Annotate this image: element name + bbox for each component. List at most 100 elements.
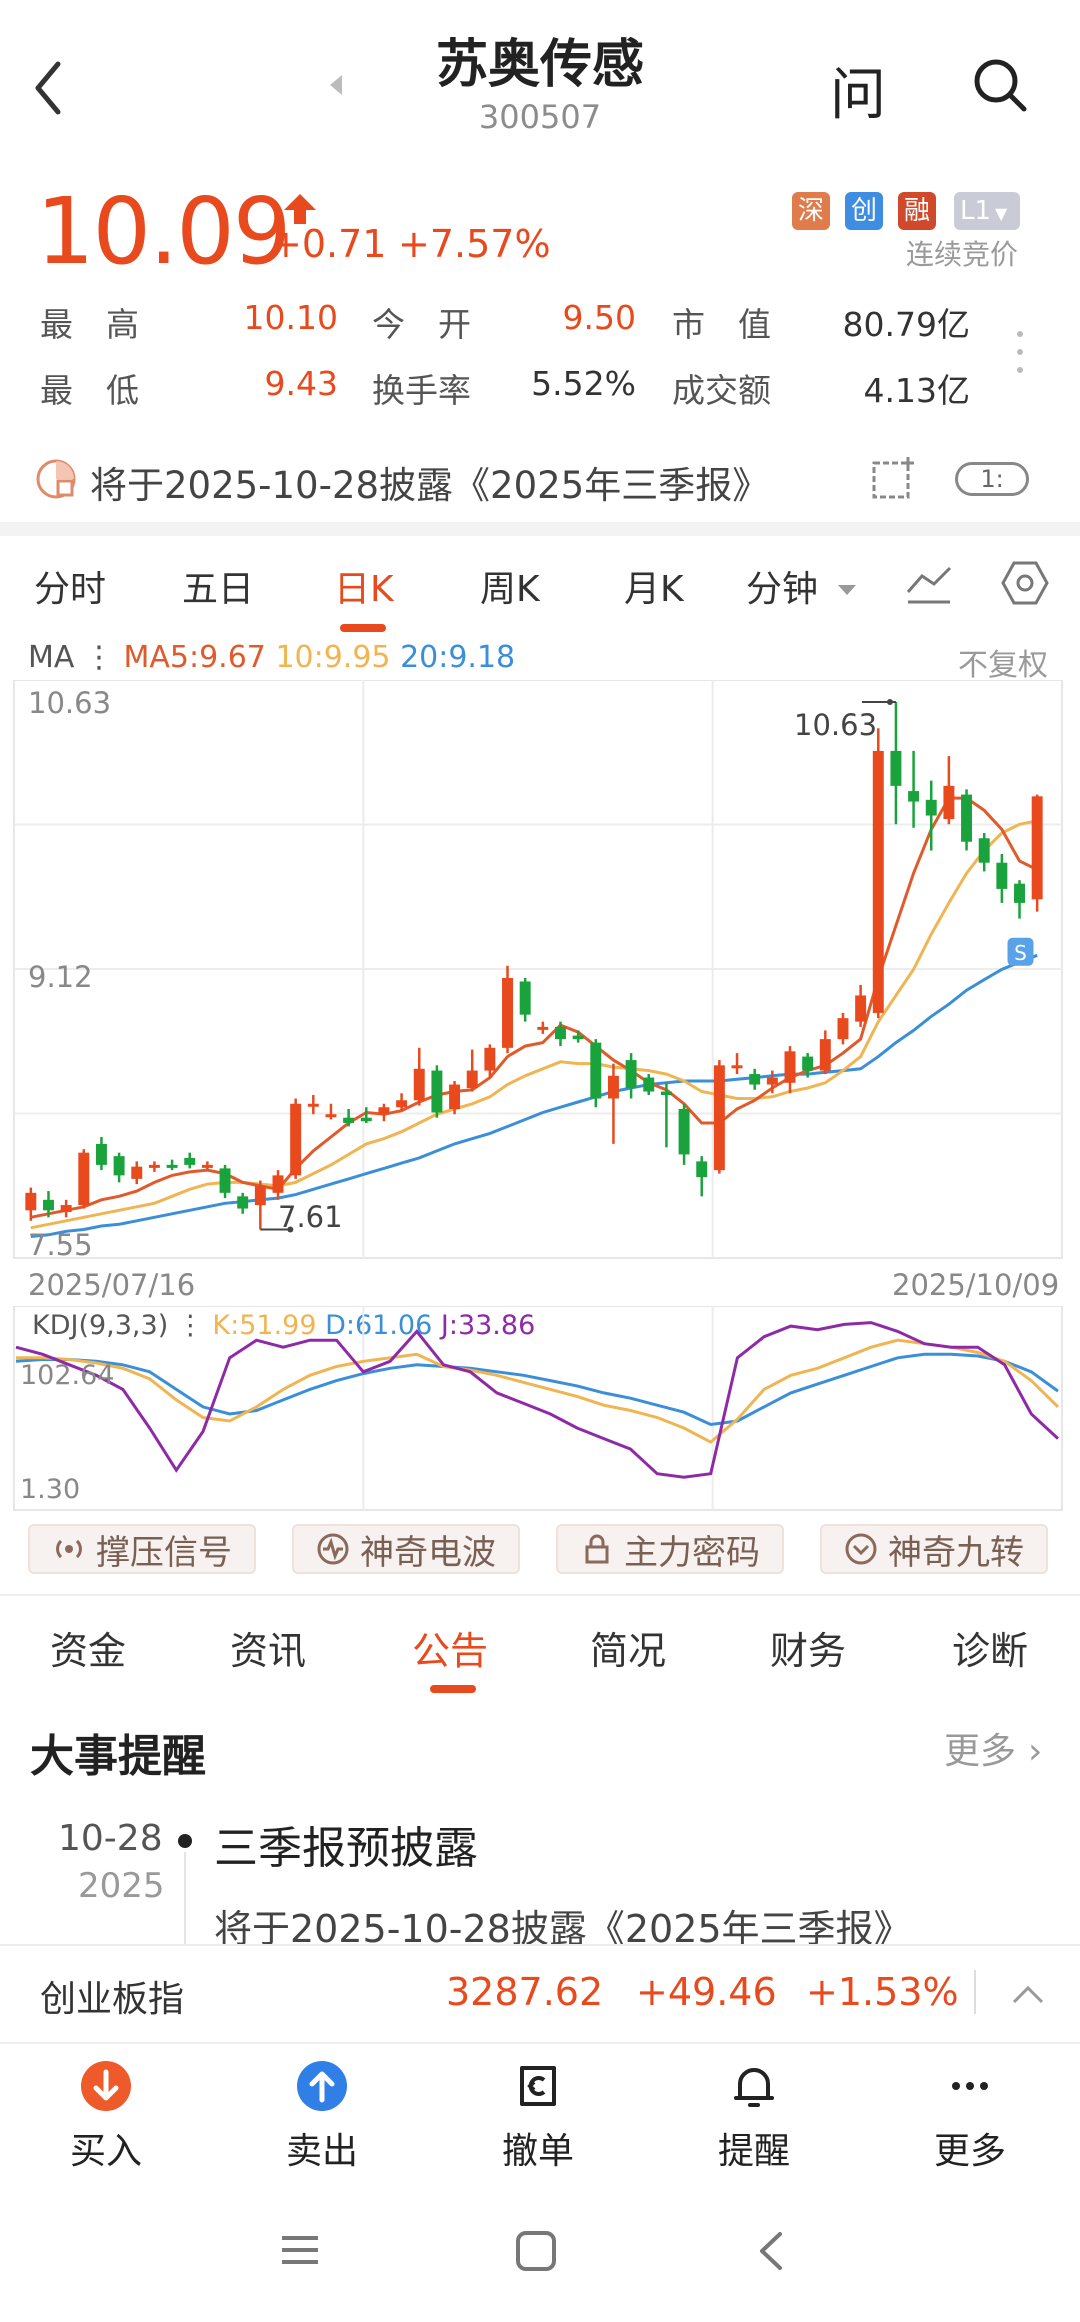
candle-body bbox=[519, 981, 531, 1015]
kdj-k-line bbox=[16, 1338, 1060, 1444]
candle-body bbox=[855, 995, 867, 1022]
tab-announcements[interactable]: 公告 bbox=[412, 1629, 489, 1673]
wave-icon bbox=[317, 1533, 349, 1565]
tab-financials[interactable]: 财务 bbox=[770, 1629, 847, 1673]
buy-icon[interactable] bbox=[80, 2060, 132, 2112]
event-description: 将于2025-10-28披露《2025年三季报》 bbox=[214, 1907, 912, 1951]
buy-button[interactable]: 买入 bbox=[69, 2131, 142, 2172]
magic-nine-button[interactable]: 神奇九转 bbox=[820, 1524, 1048, 1574]
tab-monthly-k[interactable]: 月K bbox=[624, 569, 684, 610]
menu-icon[interactable] bbox=[280, 2230, 320, 2270]
tab-news[interactable]: 资讯 bbox=[230, 1629, 307, 1673]
tab-daily-k[interactable]: 日K bbox=[334, 569, 394, 610]
event-date: 10-28 bbox=[58, 1818, 163, 1859]
auction-status: 连续竞价 bbox=[906, 238, 1019, 271]
ma20-line bbox=[30, 953, 1038, 1238]
y-axis-bottom: 7.55 bbox=[28, 1228, 93, 1262]
notice-text[interactable]: 将于2025-10-28披露《2025年三季报》 bbox=[90, 464, 770, 507]
open-value: 9.50 bbox=[562, 298, 636, 337]
split-screen-icon[interactable] bbox=[870, 455, 918, 501]
ask-button[interactable]: 问 bbox=[830, 63, 886, 128]
tab-diagnosis[interactable]: 诊断 bbox=[952, 1629, 1029, 1673]
ma-legend[interactable]: MA ⋮ MA5:9.67 10:9.95 20:9.18 bbox=[28, 640, 516, 675]
candle-body bbox=[908, 791, 920, 802]
kdj-y-top: 102.64 bbox=[20, 1360, 115, 1391]
adjust-mode[interactable]: 不复权 bbox=[958, 648, 1048, 683]
magic-wave-button[interactable]: 神奇电波 bbox=[292, 1524, 520, 1574]
candle-body bbox=[978, 838, 990, 863]
back-nav-icon[interactable] bbox=[756, 2230, 786, 2272]
badge-margin: 融 bbox=[898, 192, 936, 230]
prev-stock-icon[interactable] bbox=[330, 75, 342, 95]
draw-line-icon[interactable] bbox=[904, 560, 954, 606]
tab-profile[interactable]: 简况 bbox=[590, 1629, 667, 1673]
tab-minute[interactable]: 分钟 bbox=[746, 569, 819, 610]
main-force-code-button[interactable]: 主力密码 bbox=[556, 1524, 784, 1574]
signal-support-resistance-button[interactable]: 撑压信号 bbox=[28, 1524, 256, 1574]
timeline-dot bbox=[178, 1834, 192, 1848]
kdj-frame bbox=[13, 1306, 1063, 1511]
bell-icon[interactable] bbox=[728, 2060, 780, 2112]
check-circle-icon bbox=[845, 1533, 877, 1565]
candle-body bbox=[819, 1039, 831, 1071]
cancel-order-button[interactable]: 撤单 bbox=[501, 2131, 574, 2172]
tab-capital[interactable]: 资金 bbox=[50, 1629, 127, 1673]
kdj-chart[interactable] bbox=[0, 1306, 1080, 1514]
candle-body bbox=[131, 1166, 143, 1179]
price-change-pct: +7.57% bbox=[398, 222, 551, 266]
settings-icon[interactable] bbox=[1000, 558, 1050, 608]
tab-intraday[interactable]: 分时 bbox=[34, 569, 107, 610]
candle-body bbox=[25, 1192, 37, 1211]
tab-weekly-k[interactable]: 周K bbox=[480, 569, 540, 610]
chevron-up-icon[interactable] bbox=[1010, 1982, 1046, 2006]
candle-body bbox=[201, 1164, 213, 1168]
more-link[interactable]: 更多 › bbox=[944, 1731, 1043, 1772]
sell-icon[interactable] bbox=[296, 2060, 348, 2112]
chevron-down-icon[interactable] bbox=[838, 585, 856, 595]
min-marker-dot bbox=[287, 1226, 294, 1233]
open-label: 今 开 bbox=[372, 305, 471, 344]
candle-body bbox=[607, 1075, 619, 1099]
candle-body bbox=[925, 799, 937, 816]
candle-body bbox=[660, 1091, 672, 1096]
candle-body bbox=[184, 1157, 196, 1165]
event-title[interactable]: 三季报预披露 bbox=[214, 1823, 478, 1874]
event-year: 2025 bbox=[78, 1866, 165, 1906]
alert-button[interactable]: 提醒 bbox=[717, 2131, 790, 2172]
end-date: 2025/10/09 bbox=[892, 1268, 1060, 1302]
ma20-value: 20:9.18 bbox=[400, 640, 516, 675]
sell-button[interactable]: 卖出 bbox=[285, 2131, 358, 2172]
more-stats-icon[interactable] bbox=[1016, 328, 1024, 376]
home-icon[interactable] bbox=[515, 2230, 557, 2272]
candle-body bbox=[60, 1205, 72, 1213]
report-icon bbox=[36, 459, 76, 499]
stock-name: 苏奥传感 bbox=[435, 35, 644, 95]
candle-body bbox=[643, 1077, 655, 1092]
level-badge[interactable]: L1 ▼ bbox=[954, 192, 1020, 230]
candle-body bbox=[413, 1068, 425, 1101]
candle-body bbox=[625, 1060, 637, 1089]
more-icon[interactable] bbox=[944, 2060, 996, 2112]
tab-five-day[interactable]: 五日 bbox=[182, 569, 255, 610]
max-marker-dot bbox=[886, 699, 893, 705]
candle-body bbox=[713, 1065, 725, 1171]
active-tab-indicator bbox=[340, 624, 386, 632]
search-icon[interactable] bbox=[970, 55, 1030, 115]
kdj-k: K:51.99 bbox=[212, 1310, 317, 1341]
candle-body bbox=[784, 1051, 796, 1083]
index-change-pct: +1.53% bbox=[806, 1970, 959, 2014]
index-name: 创业板指 bbox=[40, 1979, 185, 2020]
candlestick-chart[interactable]: S bbox=[0, 680, 1080, 1260]
cancel-order-icon[interactable] bbox=[512, 2060, 564, 2112]
back-icon[interactable] bbox=[30, 58, 70, 118]
signal-s-label: S bbox=[1014, 941, 1027, 965]
ma5-line bbox=[30, 796, 1038, 1219]
candle-body bbox=[537, 1026, 549, 1030]
index-ticker-bar[interactable] bbox=[0, 1944, 1080, 2044]
more-button[interactable]: 更多 bbox=[933, 2131, 1006, 2172]
candle-body bbox=[113, 1156, 125, 1176]
mcap-label: 市 值 bbox=[672, 305, 771, 344]
candle-body bbox=[484, 1047, 496, 1071]
candle-body bbox=[307, 1103, 319, 1107]
ratio-pill[interactable]: 1: bbox=[955, 462, 1029, 496]
